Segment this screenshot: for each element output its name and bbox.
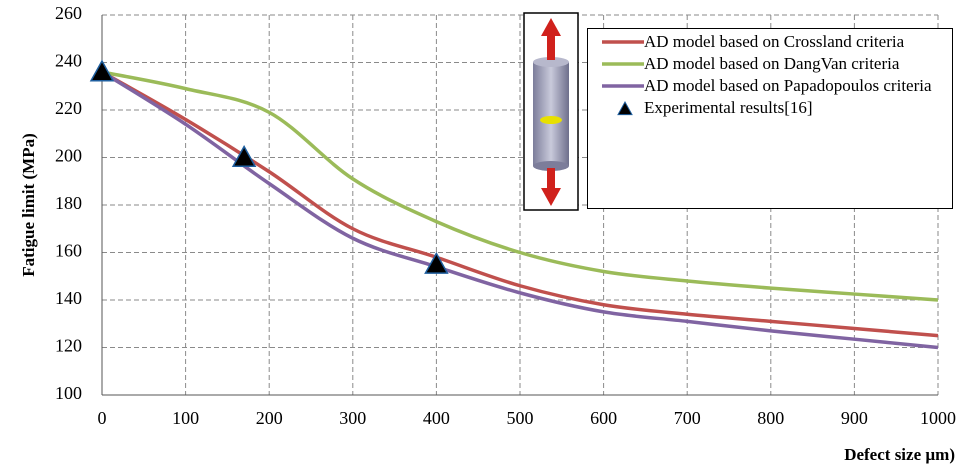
x-tick-label: 0 bbox=[98, 408, 107, 428]
y-tick-label: 100 bbox=[55, 383, 82, 403]
x-tick-label: 500 bbox=[507, 408, 534, 428]
x-tick-label: 300 bbox=[339, 408, 366, 428]
legend-entry: Experimental results[16] bbox=[594, 97, 946, 118]
x-tick-label: 1000 bbox=[920, 408, 956, 428]
legend-swatch bbox=[602, 62, 644, 66]
x-axis-label: Defect size µm) bbox=[844, 445, 955, 464]
specimen-icon bbox=[523, 12, 579, 211]
x-tick-label: 900 bbox=[841, 408, 868, 428]
x-tick-label: 400 bbox=[423, 408, 450, 428]
legend-swatch bbox=[602, 40, 644, 44]
legend: AD model based on Crossland criteria AD m… bbox=[587, 28, 953, 209]
y-tick-label: 200 bbox=[55, 146, 82, 166]
y-tick-label: 180 bbox=[55, 193, 82, 213]
legend-entry: AD model based on DangVan criteria bbox=[594, 53, 946, 74]
legend-label: Experimental results[16] bbox=[644, 98, 813, 117]
y-tick-label: 160 bbox=[55, 241, 82, 261]
y-tick-label: 260 bbox=[55, 3, 82, 23]
data-point bbox=[231, 144, 257, 168]
x-tick-label: 800 bbox=[757, 408, 784, 428]
legend-marker bbox=[617, 100, 633, 116]
legend-label: AD model based on DangVan criteria bbox=[644, 54, 900, 73]
legend-label: AD model based on Papadopoulos criteria bbox=[644, 76, 932, 95]
data-line bbox=[101, 70, 939, 302]
legend-entry: AD model based on Papadopoulos criteria bbox=[594, 75, 946, 96]
legend-swatch bbox=[602, 84, 644, 88]
y-axis-label: Fatigue limit (MPa) bbox=[19, 133, 38, 277]
x-tick-label: 200 bbox=[256, 408, 283, 428]
x-tick-label: 600 bbox=[590, 408, 617, 428]
data-point bbox=[424, 251, 449, 274]
y-tick-label: 140 bbox=[55, 288, 82, 308]
y-tick-label: 120 bbox=[55, 336, 82, 356]
x-tick-label: 700 bbox=[674, 408, 701, 428]
data-point bbox=[89, 59, 115, 82]
x-tick-label: 100 bbox=[172, 408, 199, 428]
y-tick-label: 220 bbox=[55, 98, 82, 118]
legend-swatch bbox=[617, 100, 633, 116]
legend-entry: AD model based on Crossland criteria bbox=[594, 31, 946, 52]
legend-label: AD model based on Crossland criteria bbox=[644, 32, 905, 51]
y-tick-label: 240 bbox=[55, 51, 82, 71]
